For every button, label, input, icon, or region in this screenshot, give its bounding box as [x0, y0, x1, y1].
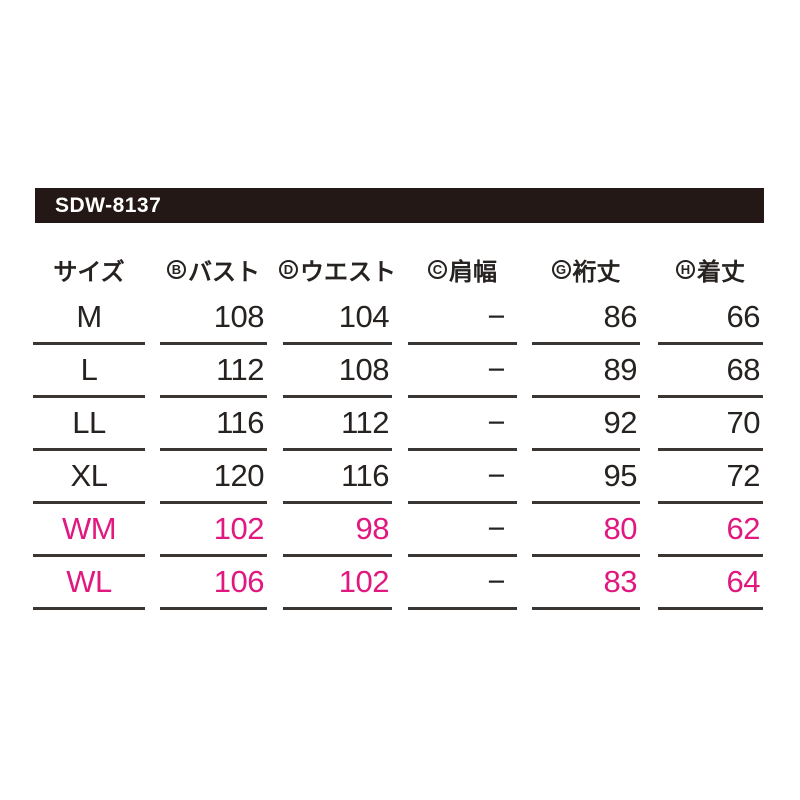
shoulder-width-cell: −	[408, 451, 517, 504]
shoulder-width-cell: −	[408, 292, 517, 345]
body-length-cell: 68	[658, 345, 763, 398]
column-header-sleeve-length: G 裄丈	[532, 246, 640, 292]
column-header-bust-label: バスト	[188, 258, 260, 286]
table-row: L 112 108 − 89 68	[33, 345, 763, 398]
sleeve-length-cell: 80	[532, 504, 640, 557]
circled-letter-d-icon: D	[279, 259, 298, 279]
circled-letter-g-icon: G	[551, 259, 571, 279]
table-row: LL 116 112 − 92 70	[33, 398, 763, 451]
model-code: SDW-8137	[55, 193, 162, 217]
column-header-body-length: H 着丈	[658, 246, 763, 292]
waist-cell: 108	[283, 345, 392, 398]
waist-cell: 112	[283, 398, 392, 451]
bust-cell: 102	[160, 504, 267, 557]
shoulder-width-cell: −	[408, 398, 517, 451]
column-header-shoulder-width: C 肩幅	[408, 246, 517, 292]
circled-letter-h-icon: H	[676, 259, 695, 279]
bust-cell: 120	[160, 451, 267, 504]
column-header-sleeve-length-label: 裄丈	[572, 258, 621, 286]
table-header-row: サイズ B バスト D ウエスト C 肩幅 G 裄丈 H 着丈	[33, 246, 763, 292]
body-length-cell: 72	[658, 451, 763, 504]
size-chart-table: サイズ B バスト D ウエスト C 肩幅 G 裄丈 H 着丈	[33, 246, 763, 610]
size-cell: M	[33, 292, 145, 345]
bust-cell: 108	[160, 292, 267, 345]
sleeve-length-cell: 86	[532, 292, 640, 345]
body-length-cell: 62	[658, 504, 763, 557]
body-length-cell: 70	[658, 398, 763, 451]
waist-cell: 102	[283, 557, 392, 610]
waist-cell: 104	[283, 292, 392, 345]
table-row-highlighted: WL 106 102 − 83 64	[33, 557, 763, 610]
column-header-shoulder-width-label: 肩幅	[449, 258, 497, 286]
column-header-size-label: サイズ	[53, 258, 125, 286]
sleeve-length-cell: 92	[532, 398, 640, 451]
table-row: M 108 104 − 86 66	[33, 292, 763, 345]
shoulder-width-cell: −	[408, 504, 517, 557]
circled-letter-c-icon: C	[428, 259, 447, 279]
body-length-cell: 66	[658, 292, 763, 345]
sleeve-length-cell: 95	[532, 451, 640, 504]
column-header-waist-label: ウエスト	[300, 258, 396, 286]
sleeve-length-cell: 89	[532, 345, 640, 398]
column-header-size: サイズ	[33, 246, 145, 292]
model-code-bar: SDW-8137	[35, 188, 764, 223]
circled-letter-b-icon: B	[167, 259, 186, 279]
size-cell: WM	[33, 504, 145, 557]
body-length-cell: 64	[658, 557, 763, 610]
waist-cell: 98	[283, 504, 392, 557]
bust-cell: 112	[160, 345, 267, 398]
table-row: XL 120 116 − 95 72	[33, 451, 763, 504]
bust-cell: 116	[160, 398, 267, 451]
size-cell: WL	[33, 557, 145, 610]
size-cell: LL	[33, 398, 145, 451]
size-cell: L	[33, 345, 145, 398]
waist-cell: 116	[283, 451, 392, 504]
bust-cell: 106	[160, 557, 267, 610]
shoulder-width-cell: −	[408, 345, 517, 398]
column-header-bust: B バスト	[160, 246, 267, 292]
shoulder-width-cell: −	[408, 557, 517, 610]
table-row-highlighted: WM 102 98 − 80 62	[33, 504, 763, 557]
column-header-waist: D ウエスト	[279, 246, 396, 292]
sleeve-length-cell: 83	[532, 557, 640, 610]
column-header-body-length-label: 着丈	[697, 258, 745, 286]
size-cell: XL	[33, 451, 145, 504]
